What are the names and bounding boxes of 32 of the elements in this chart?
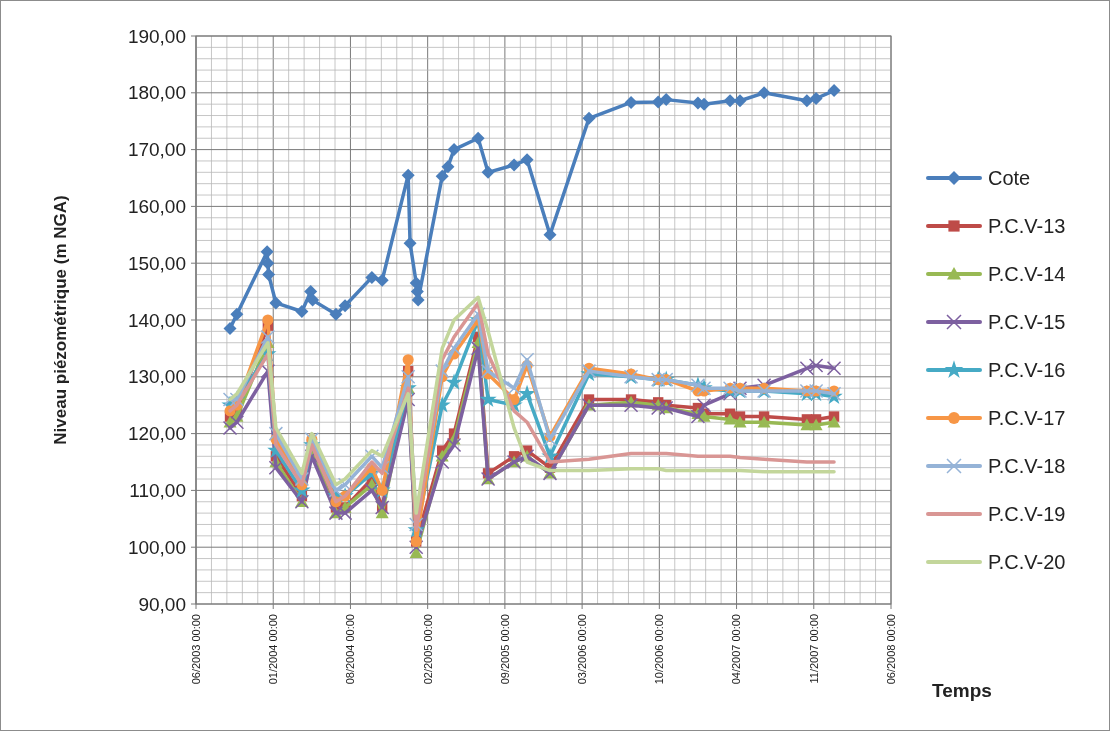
y-tick-label: 160,00: [127, 196, 186, 218]
y-axis-title: Niveau piézométrique (m NGA): [51, 195, 70, 445]
y-tick-label: 110,00: [129, 480, 186, 502]
x-tick-label: 06/2008 00:00: [884, 614, 897, 685]
legend-label: P.C.V-20: [988, 551, 1066, 573]
legend-label: Cote: [988, 167, 1031, 189]
legend-label: P.C.V-19: [988, 503, 1066, 525]
x-tick-label: 10/2006 00:00: [653, 614, 666, 685]
legend-label: P.C.V-16: [988, 359, 1066, 381]
legend-label: P.C.V-13: [988, 215, 1066, 237]
legend-label: P.C.V-18: [988, 455, 1066, 477]
x-tick-label: 06/2003 00:00: [189, 614, 202, 685]
y-tick-label: 170,00: [127, 139, 186, 161]
x-tick-label: 02/2005 00:00: [421, 614, 434, 685]
y-tick-label: 180,00: [127, 82, 186, 104]
legend-label: P.C.V-14: [988, 263, 1066, 285]
legend-label: P.C.V-15: [988, 311, 1066, 333]
y-tick-label: 120,00: [127, 423, 186, 445]
y-tick-label: 100,00: [127, 536, 186, 558]
y-tick-label: 90,00: [138, 593, 186, 615]
y-tick-label: 140,00: [127, 309, 186, 331]
x-tick-label: 11/2007 00:00: [807, 614, 820, 684]
legend-label: P.C.V-17: [988, 407, 1066, 429]
x-tick-label: 03/2006 00:00: [575, 614, 588, 685]
y-tick-label: 130,00: [127, 366, 186, 388]
x-tick-label: 08/2004 00:00: [344, 614, 357, 685]
x-tick-label: 01/2004 00:00: [267, 614, 280, 685]
y-tick-label: 190,00: [127, 25, 186, 47]
y-tick-label: 150,00: [127, 252, 186, 274]
x-axis-title: Temps: [932, 680, 992, 701]
x-tick-label: 09/2005 00:00: [498, 614, 511, 685]
x-tick-label: 04/2007 00:00: [730, 614, 743, 685]
